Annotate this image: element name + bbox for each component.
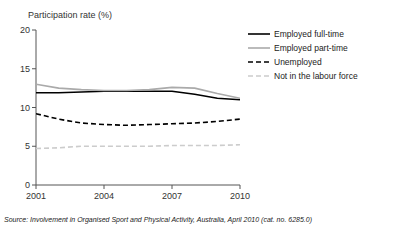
y-tick-label: 15 (20, 64, 30, 74)
legend-label: Employed part-time (274, 43, 348, 53)
y-tick-label: 20 (20, 25, 30, 35)
y-tick-label: 10 (20, 103, 30, 113)
y-tick (32, 146, 36, 147)
legend-label: Unemployed (274, 57, 322, 67)
y-tick (32, 68, 36, 69)
x-tick (36, 185, 37, 189)
x-axis-line (36, 185, 240, 186)
legend-swatch (248, 33, 270, 35)
x-tick (240, 185, 241, 189)
x-tick (172, 185, 173, 189)
legend-swatch (248, 61, 270, 63)
x-tick-label: 2007 (162, 191, 182, 201)
series-line (36, 145, 240, 149)
y-tick-label: 5 (25, 141, 30, 151)
x-tick (104, 185, 105, 189)
legend-label: Employed full-time (274, 29, 344, 39)
legend-label: Not in the labour force (274, 71, 358, 81)
plot-area (36, 84, 240, 148)
x-tick-label: 2010 (230, 191, 250, 201)
y-tick-label: 0 (25, 180, 30, 190)
legend-swatch (248, 47, 270, 49)
series-line (36, 91, 240, 100)
y-tick (32, 107, 36, 108)
y-tick (32, 30, 36, 31)
x-tick-label: 2004 (94, 191, 114, 201)
y-tick (32, 185, 36, 186)
series-line (36, 114, 240, 126)
series-line (36, 84, 240, 98)
y-axis-label: Participation rate (%) (28, 10, 112, 20)
legend-swatch (248, 75, 270, 77)
source-note: Source: Involvement in Organised Sport a… (4, 216, 312, 224)
legend: Employed full-time Employed part-time Unem… (248, 29, 358, 81)
x-tick-label: 2001 (26, 191, 46, 201)
